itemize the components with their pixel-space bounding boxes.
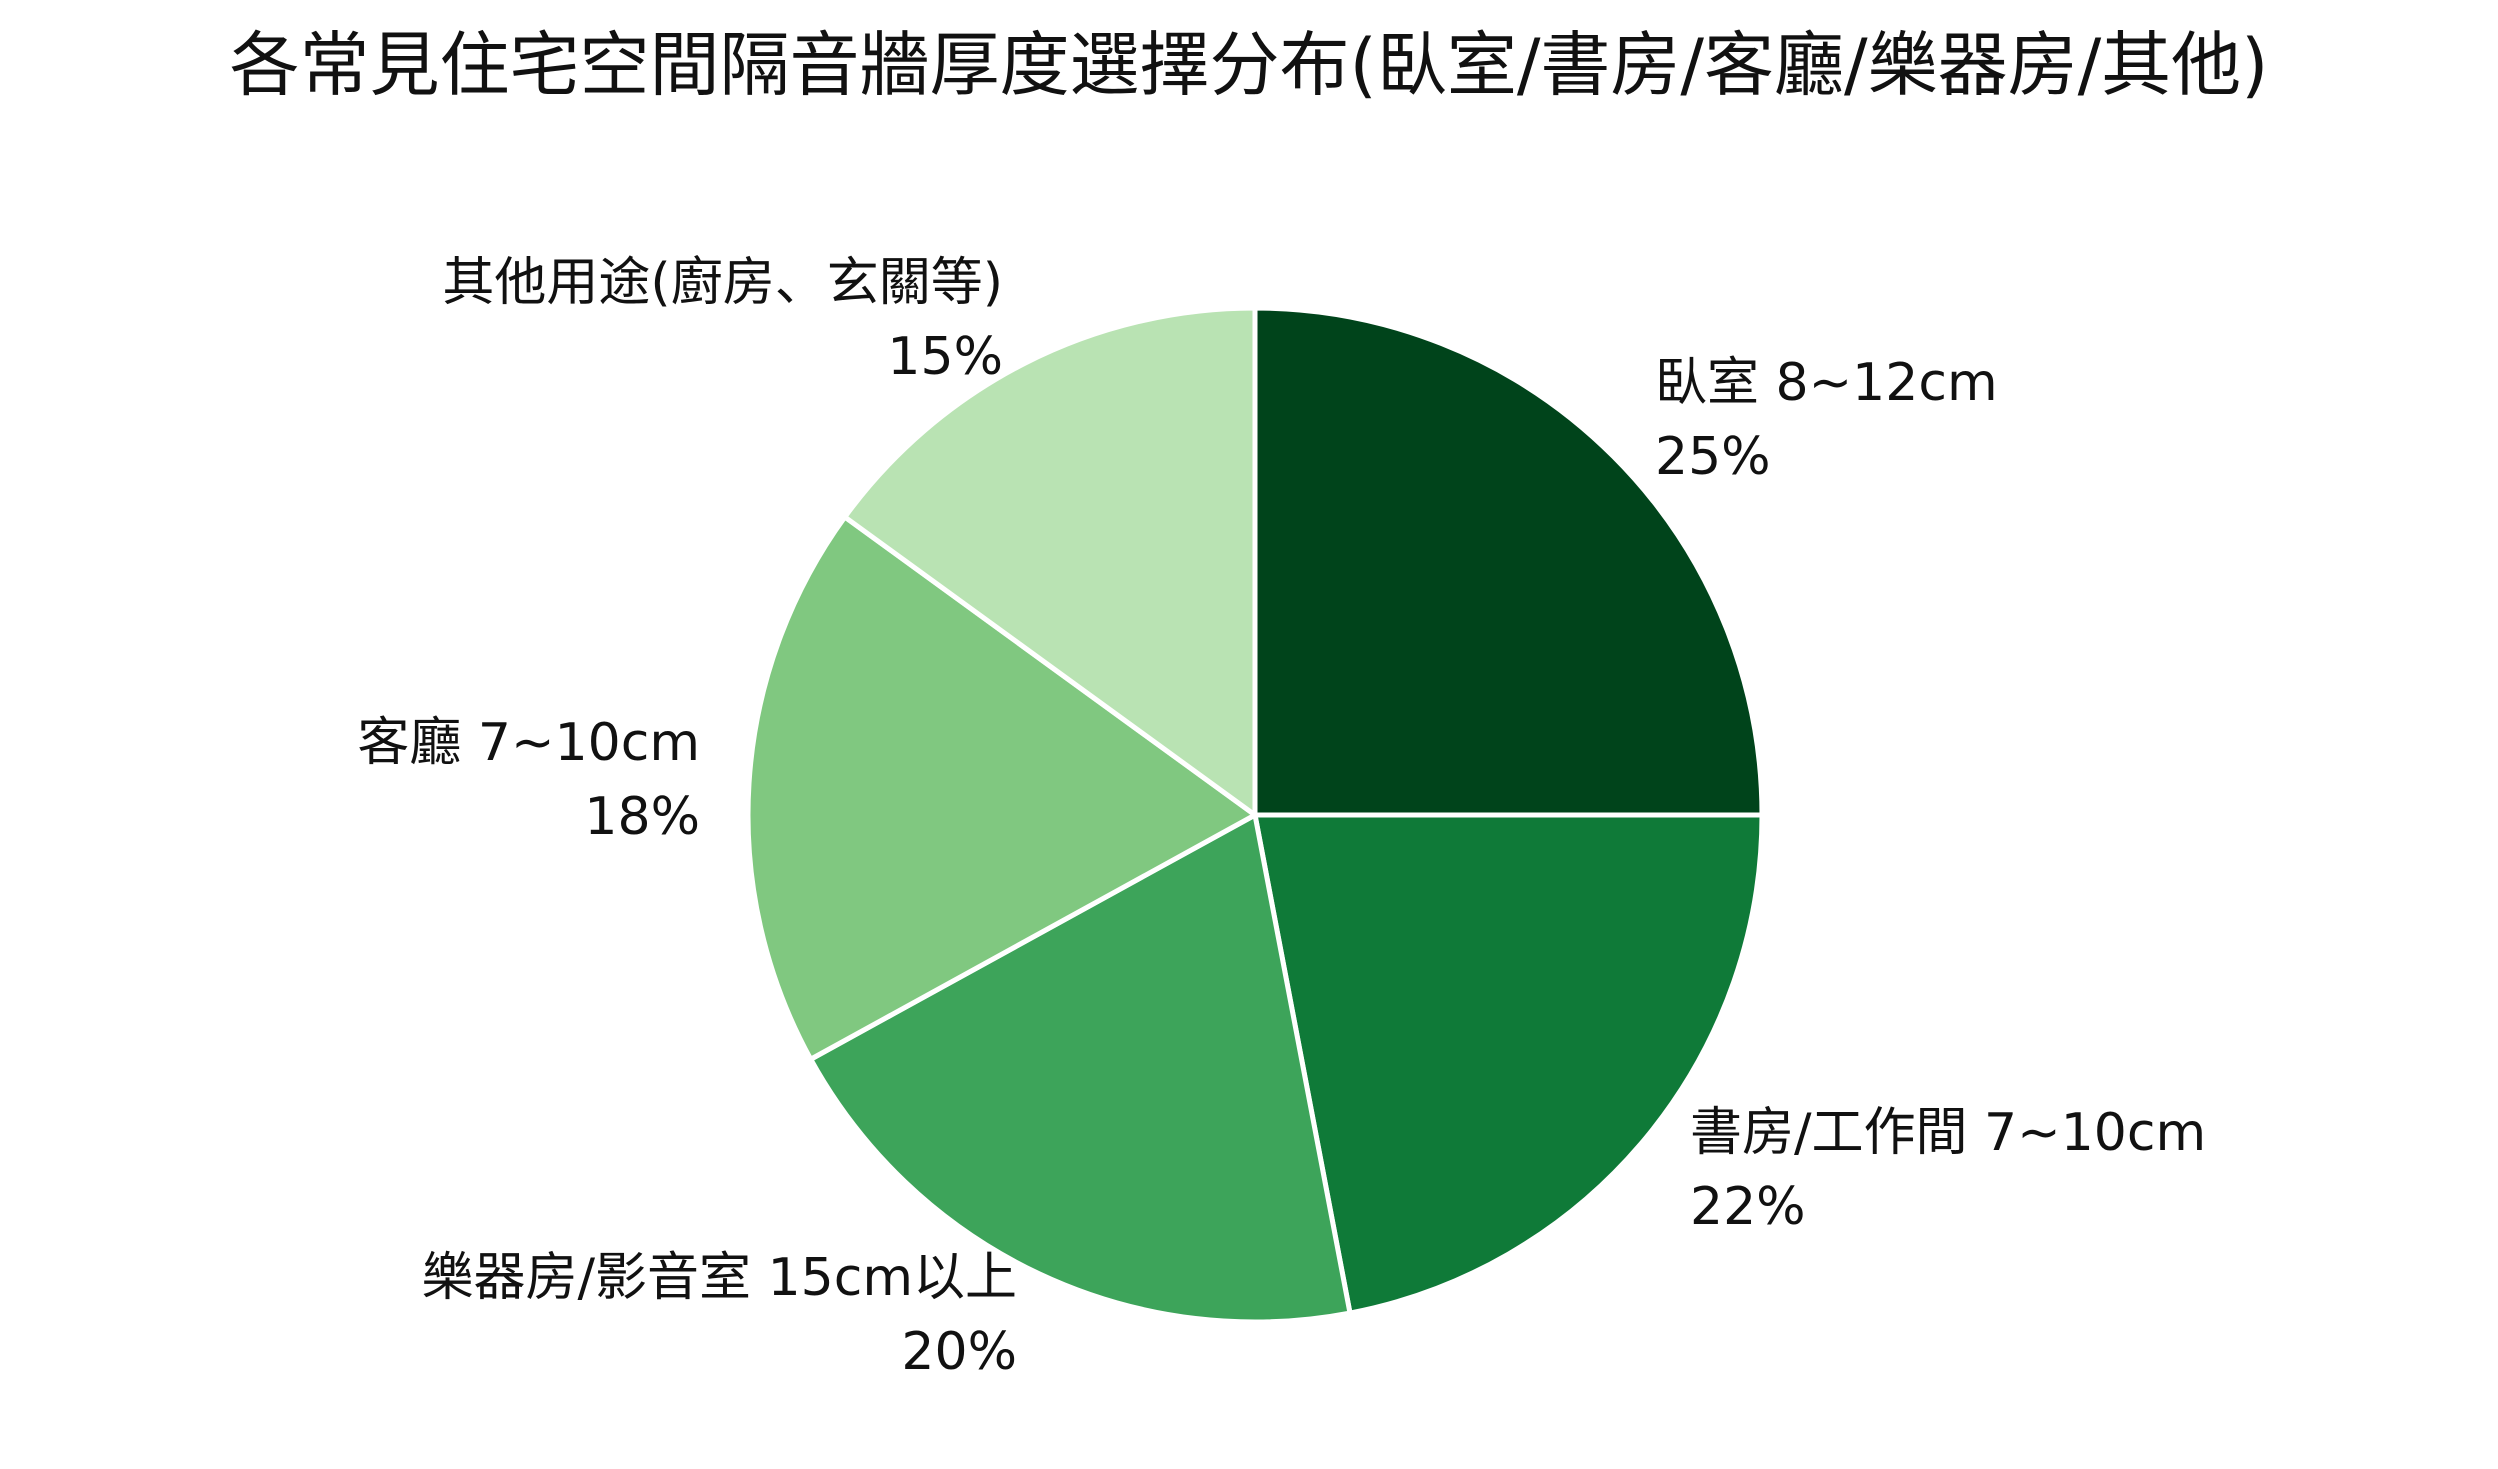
slice-category-label: 其他用途(廚房、玄關等)	[442, 253, 1003, 313]
slice-label-3: 樂器房/影音室 15cm以上 20%	[422, 1248, 1017, 1382]
slice-percent-label: 25%	[1655, 427, 1771, 487]
pie-slice-2	[1252, 812, 1765, 1316]
slice-label-1: 臥室 8~12cm 25%	[1655, 353, 1998, 487]
slice-category-label: 臥室 8~12cm	[1655, 353, 1998, 413]
slice-category-label: 樂器房/影音室 15cm以上	[422, 1248, 1017, 1308]
pie-slice-1	[1252, 305, 1765, 818]
slice-label-4: 客廳 7~10cm 18%	[357, 713, 700, 847]
slice-percent-label: 18%	[584, 787, 700, 847]
pie-labels: 臥室 8~12cm 25% 書房/工作間 7~10cm 22% 樂器房/影音室 15cm…	[357, 253, 2206, 1382]
pie-slice-4	[745, 514, 1258, 1062]
slice-category-label: 客廳 7~10cm	[357, 713, 700, 773]
chart-title: 各常見住宅空間隔音牆厚度選擇分布(臥室/書房/客廳/樂器房/其他)	[229, 24, 2269, 106]
slice-label-5: 其他用途(廚房、玄關等) 15%	[442, 253, 1003, 387]
pie-slice-3	[808, 812, 1353, 1325]
slice-percent-label: 15%	[887, 327, 1003, 387]
slice-percent-label: 22%	[1690, 1177, 1806, 1237]
slice-percent-label: 20%	[901, 1322, 1017, 1382]
pie-slices	[745, 305, 1765, 1325]
slice-category-label: 書房/工作間 7~10cm	[1690, 1103, 2206, 1163]
pie-slice-5	[842, 305, 1258, 818]
slice-label-2: 書房/工作間 7~10cm 22%	[1690, 1103, 2206, 1237]
